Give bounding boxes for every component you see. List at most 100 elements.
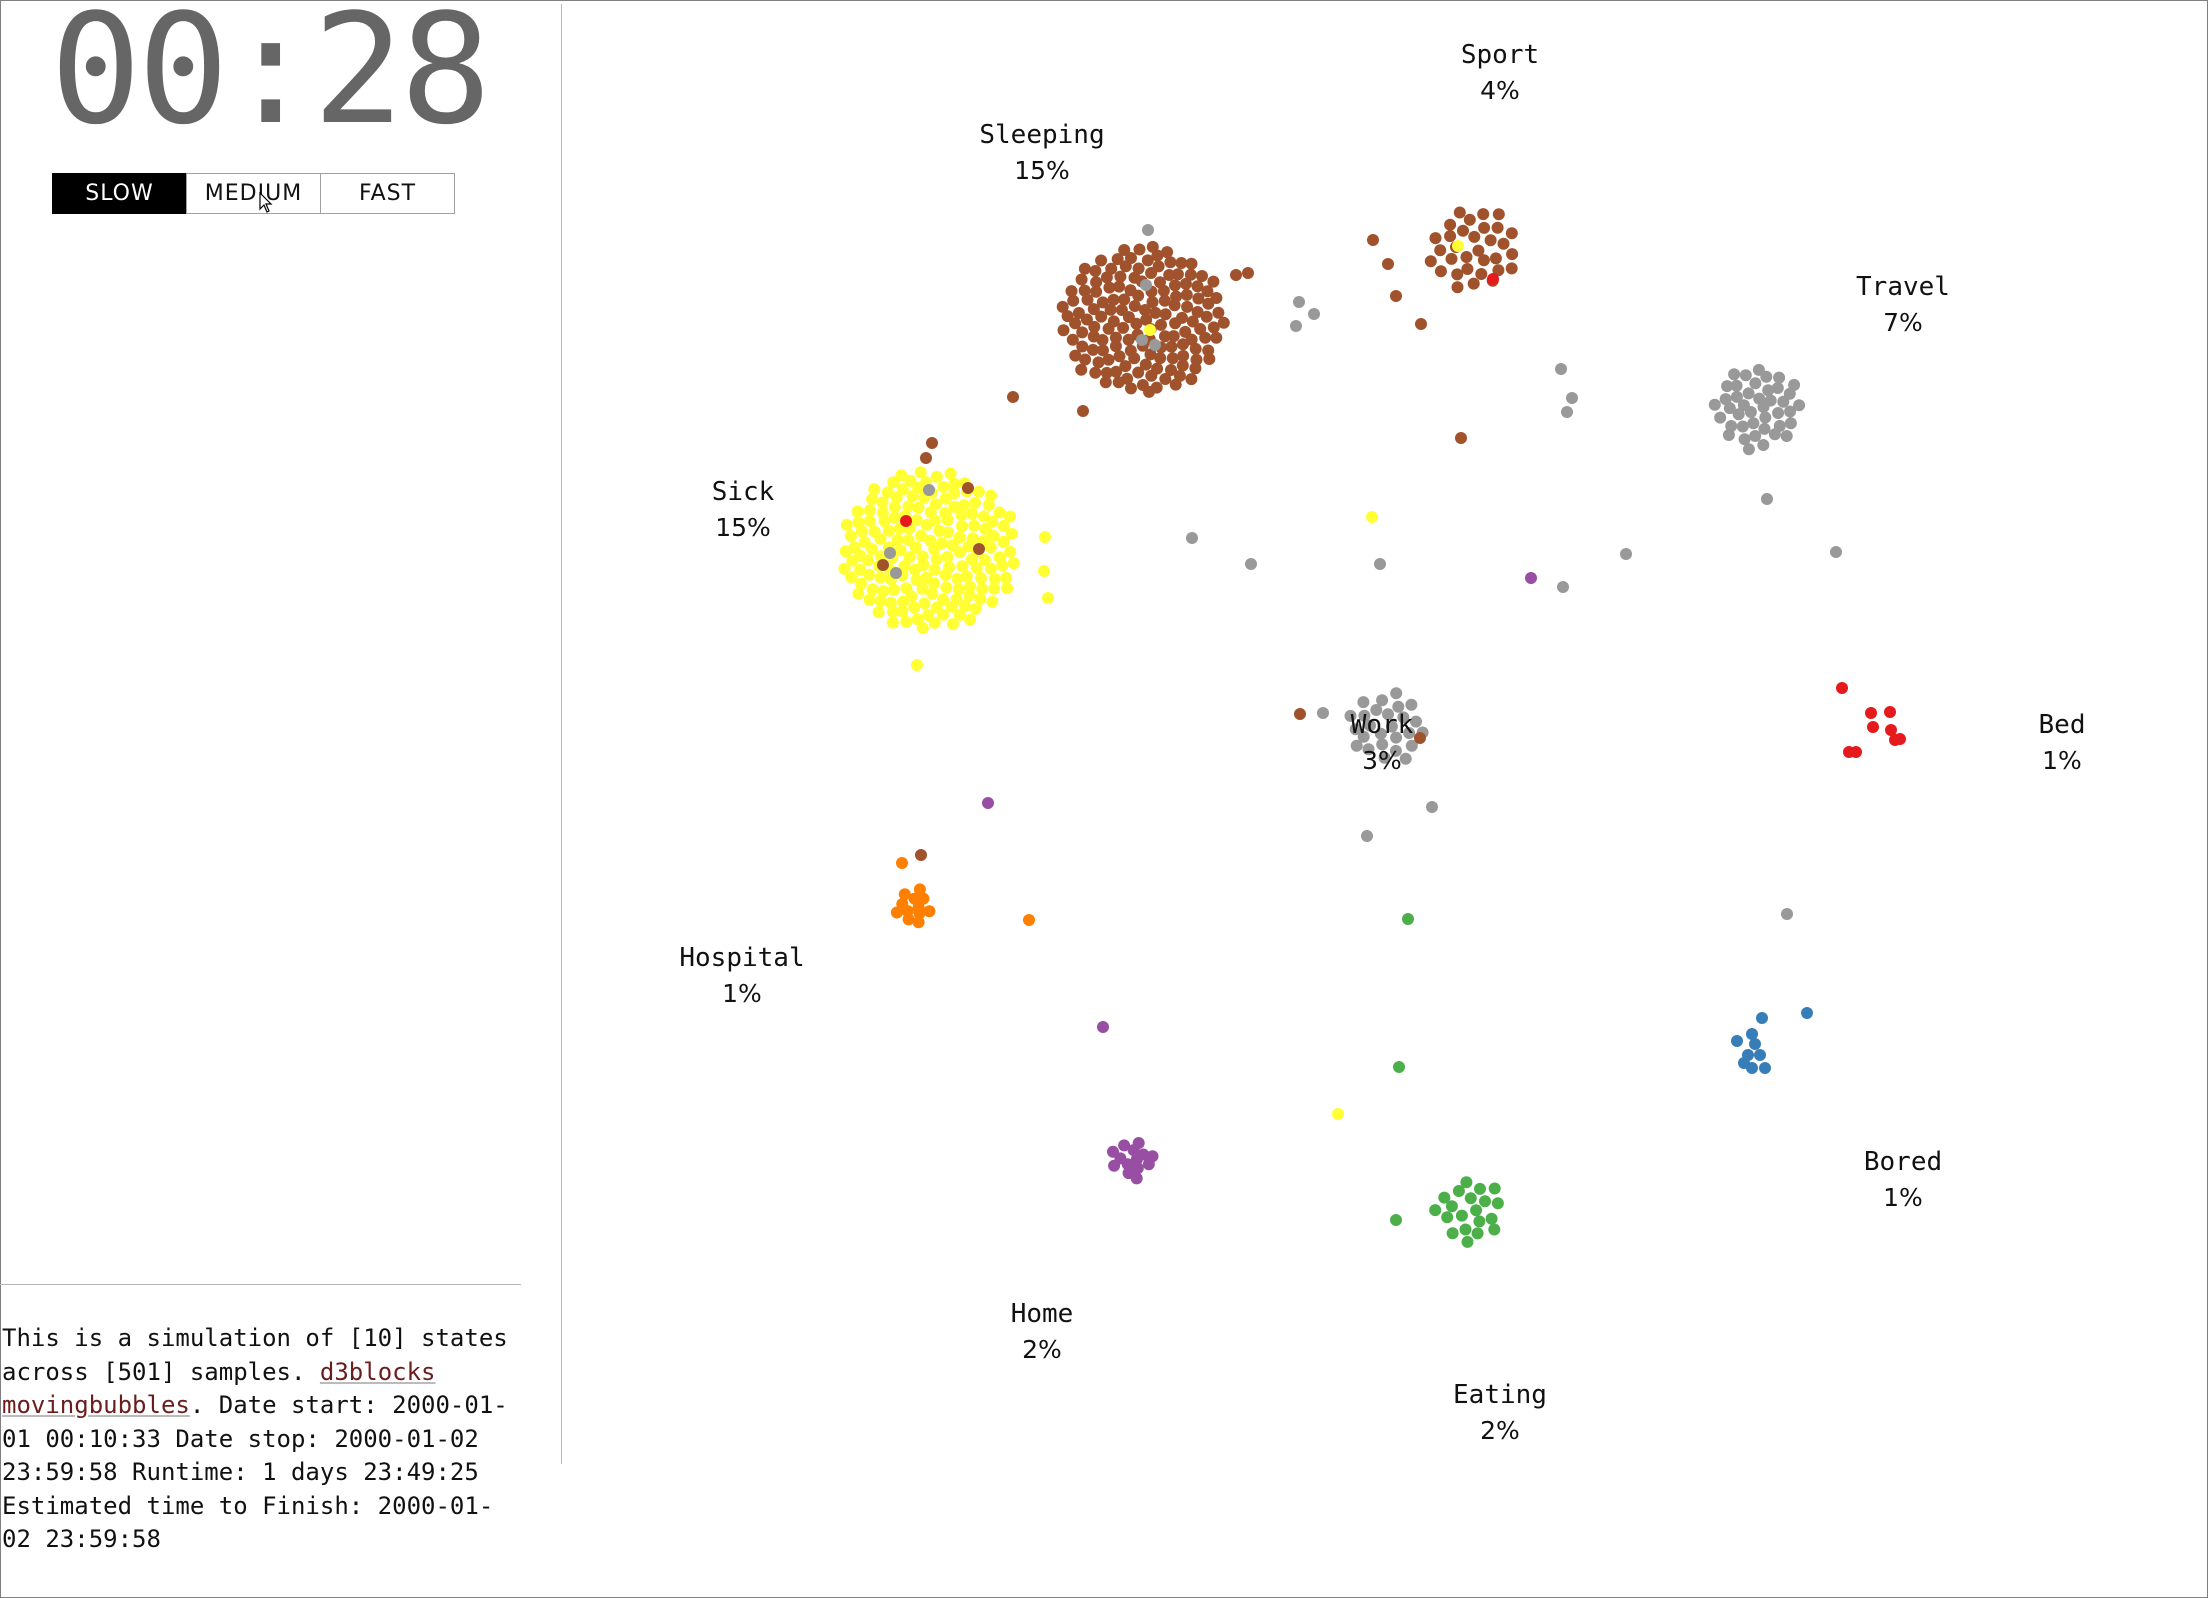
state-label-bored: Bored 1% — [1864, 1147, 1942, 1212]
bubble-travel — [1725, 420, 1738, 432]
bubble-sick — [984, 562, 997, 575]
bubble-sick — [986, 595, 999, 608]
bubble-sick — [838, 562, 851, 575]
bubble-sick — [928, 563, 941, 576]
bubble-sick — [939, 507, 952, 519]
bubble-sleeping — [1141, 254, 1154, 267]
bubble-travel — [1793, 399, 1806, 412]
bubble-sick — [851, 505, 864, 518]
bubble-sleeping — [1095, 254, 1108, 267]
bubble-sick — [863, 593, 876, 606]
bubble-travel — [1714, 411, 1727, 424]
bubble-work — [1389, 744, 1402, 757]
bubble-sick — [968, 519, 981, 532]
bubble-sleeping — [1104, 303, 1117, 316]
bubble-sleeping — [1194, 323, 1207, 335]
bubble-sick — [846, 554, 859, 567]
d3blocks-link[interactable]: d3blocks movingbubbles — [2, 1357, 436, 1420]
bubble-sleeping — [1133, 243, 1146, 256]
bubble-sleeping — [1069, 349, 1082, 362]
bubble-sick — [972, 485, 985, 498]
description-text-2: . Date start: 2000-01-01 00:10:33 Date s… — [2, 1391, 508, 1553]
bubble-sport — [1453, 206, 1466, 219]
bubble-eating — [1438, 1191, 1451, 1204]
bubble-eating — [1429, 1204, 1442, 1217]
bubble-sleeping — [1114, 270, 1127, 283]
bubble-sick — [1005, 528, 1018, 540]
speed-fast-button[interactable]: FAST — [320, 173, 455, 214]
state-label-travel: Travel 7% — [1856, 272, 1950, 337]
bubble-sleeping — [1089, 265, 1102, 277]
bubble-grey — [1561, 406, 1573, 418]
bubble-sick — [881, 486, 894, 499]
bubble-sick — [1332, 1108, 1344, 1120]
bubble-sleeping — [1102, 353, 1115, 366]
bubble-sleeping — [1102, 322, 1115, 335]
bubble-sick — [989, 572, 1001, 585]
state-name: Work — [1351, 710, 1414, 740]
bubble-home — [1130, 1172, 1143, 1185]
bubble-sport — [1457, 224, 1469, 237]
bubble-sleeping — [1177, 349, 1190, 362]
bubble-sleeping — [1294, 708, 1306, 720]
bubble-sleeping — [1118, 244, 1131, 256]
bubble-sleeping — [1149, 306, 1162, 319]
bubble-travel — [1759, 411, 1772, 424]
bubble-travel — [1719, 393, 1732, 406]
bubble-travel — [1772, 407, 1785, 419]
bubble-sick — [1004, 545, 1017, 558]
bubble-travel — [1728, 368, 1741, 381]
bubble-work — [1385, 720, 1398, 733]
bubble-sick — [954, 546, 966, 559]
bubble-sleeping — [1196, 270, 1208, 282]
bubble-sleeping — [1186, 315, 1199, 328]
bubble-sleeping — [1203, 353, 1216, 365]
bubble-sick — [862, 568, 875, 581]
bubble-sick — [939, 492, 952, 505]
bubble-sport — [1444, 218, 1457, 231]
bubble-sick — [912, 501, 925, 514]
bubble-work — [1364, 719, 1376, 732]
bubble-sleeping — [1367, 234, 1379, 246]
bubble-grey — [1557, 581, 1569, 593]
bubble-sport — [1505, 262, 1518, 275]
bubble-sick — [948, 500, 961, 513]
bubble-sick — [930, 553, 943, 566]
bubble-sick — [963, 589, 976, 602]
bubble-sick — [1039, 531, 1051, 543]
bubble-sleeping — [1159, 308, 1172, 321]
bubble-sick — [978, 553, 991, 566]
bubble-sport — [1478, 221, 1491, 234]
bubble-eating — [1445, 1200, 1458, 1213]
bubble-sick — [876, 496, 889, 509]
bubble-sleeping — [1007, 391, 1019, 403]
bubble-sleeping — [1382, 258, 1394, 270]
bubble-sport — [1492, 264, 1505, 277]
bubble-travel — [1747, 417, 1760, 430]
bubble-sick — [1144, 324, 1156, 336]
bubble-sleeping — [877, 559, 889, 571]
bubble-sleeping — [1089, 366, 1102, 379]
bubble-sick — [911, 613, 924, 626]
bubble-sleeping — [1140, 313, 1153, 326]
bubble-sport — [1492, 208, 1505, 221]
bubble-eating — [1393, 1061, 1405, 1073]
bubble-sleeping — [1146, 296, 1159, 309]
bubble-travel — [1738, 433, 1751, 446]
bubble-sleeping — [1090, 276, 1103, 289]
speed-slow-button[interactable]: SLOW — [52, 173, 187, 214]
bubble-sick — [946, 539, 959, 552]
bubble-sleeping — [1155, 318, 1167, 331]
bubble-travel — [1749, 377, 1762, 390]
bubble-bored — [1759, 1062, 1771, 1074]
bubble-sleeping — [1077, 405, 1089, 417]
bubble-sick — [953, 531, 966, 544]
state-percent: 3% — [1362, 746, 1402, 775]
bubble-sleeping — [1169, 279, 1181, 292]
bubble-work — [1376, 738, 1389, 751]
bubble-sick — [866, 583, 879, 596]
speed-medium-button[interactable]: MEDIUM — [186, 173, 321, 214]
bubble-grey — [1308, 308, 1320, 320]
bubble-sleeping — [1113, 280, 1126, 293]
bubble-sleeping — [1164, 256, 1177, 269]
